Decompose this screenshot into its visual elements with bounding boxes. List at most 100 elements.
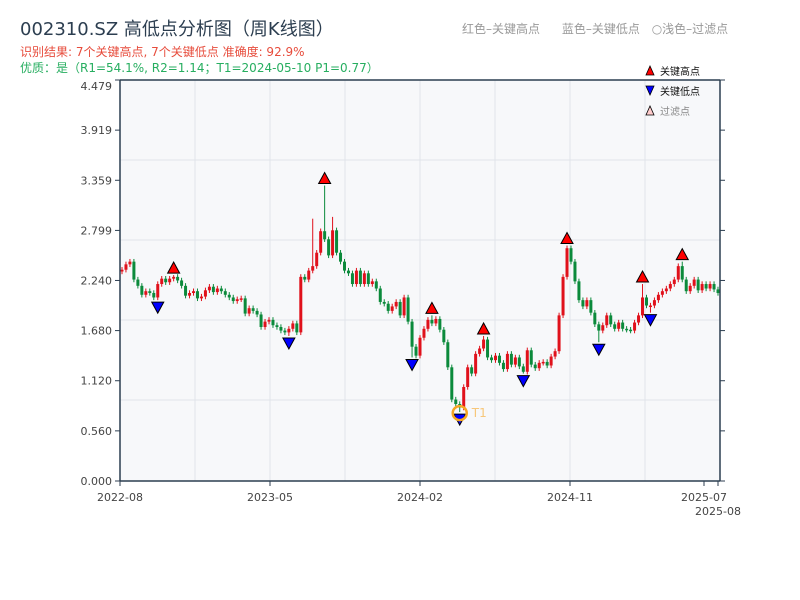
candle-body xyxy=(283,330,287,333)
candle-body xyxy=(466,367,470,387)
candle-body xyxy=(490,357,494,361)
y-tick-label: 2.240 xyxy=(81,274,113,287)
candle-body xyxy=(700,284,704,291)
candle-body xyxy=(410,321,414,347)
candle-body xyxy=(136,279,140,286)
candle-body xyxy=(378,288,382,302)
color-legend-text: 红色–关键高点 蓝色–关键低点 ○浅色–过滤点 xyxy=(462,20,746,37)
candle-body xyxy=(561,276,565,316)
key-high-marker xyxy=(675,247,690,261)
grid xyxy=(120,80,720,481)
candle-body xyxy=(692,279,696,286)
candle-body xyxy=(501,362,505,370)
candle-body xyxy=(239,298,243,300)
candle-body xyxy=(493,355,497,361)
candle-body xyxy=(291,323,295,329)
candle-body xyxy=(132,261,136,280)
candle-body xyxy=(327,239,331,256)
candle-body xyxy=(513,357,517,365)
y-tick-label: 1.120 xyxy=(81,375,113,388)
candle-body xyxy=(581,300,585,307)
candle-body xyxy=(549,356,553,366)
y-tick-label: 3.359 xyxy=(81,174,113,187)
candle-body xyxy=(676,266,680,280)
candle-body xyxy=(621,322,625,329)
candle-body xyxy=(382,301,386,304)
candle-body xyxy=(613,324,617,329)
candle-body xyxy=(478,348,482,354)
key-high-marker xyxy=(425,301,439,314)
candle-body xyxy=(684,279,688,292)
y-tick-label: 2.799 xyxy=(81,224,113,237)
legend-label: 过滤点 xyxy=(660,105,690,118)
candle-body xyxy=(211,286,215,293)
candle-body xyxy=(402,297,406,316)
candle-body xyxy=(605,315,609,326)
candle-body xyxy=(184,285,188,296)
candle-body xyxy=(688,285,692,292)
candle-body xyxy=(343,261,347,271)
candle-body xyxy=(267,319,271,322)
candle-body xyxy=(629,329,633,332)
y-tick-label: 0.560 xyxy=(81,425,113,438)
candle-body xyxy=(172,276,176,279)
candle-body xyxy=(279,327,283,331)
candle-body xyxy=(430,319,434,324)
markers: T1 xyxy=(150,171,690,427)
axes: 0.000 0.560 1.120 1.680 2.240 2.799 3.359 3.919… xyxy=(81,79,741,518)
candle-body xyxy=(152,292,156,298)
legend-label: 关键低点 xyxy=(660,85,700,98)
candle-body xyxy=(589,300,593,313)
candle-body xyxy=(593,312,597,325)
key-high-marker xyxy=(317,171,332,185)
candle-body xyxy=(259,314,263,328)
candle-body xyxy=(664,288,668,292)
candle-body xyxy=(255,310,259,315)
candle-body xyxy=(199,296,203,299)
candle-body xyxy=(696,279,700,291)
candle-body xyxy=(617,322,621,329)
candle-body xyxy=(573,261,577,282)
candle-body xyxy=(120,269,124,272)
candle-body xyxy=(231,297,235,302)
candle-body xyxy=(251,308,255,311)
candle-body xyxy=(307,270,311,280)
candle-body xyxy=(235,299,239,302)
chart-title: 002310.SZ 高低点分析图（周K线图） xyxy=(20,19,334,40)
candle-body xyxy=(295,323,299,333)
y-tick-label: 0.000 xyxy=(81,475,113,488)
candle-body xyxy=(247,308,251,314)
candle-body xyxy=(426,319,430,329)
candle-body xyxy=(366,273,370,285)
result-summary: 识别结果: 7个关键高点, 7个关键低点 准确度: 92.9% xyxy=(20,45,305,59)
candle-body xyxy=(450,367,454,400)
candle-body xyxy=(156,284,160,298)
key-low-marker xyxy=(405,358,419,372)
candle-body xyxy=(315,252,319,267)
quality-summary: 优质：是（R1=54.1%, R2=1.14；T1=2024-05-10 P1=… xyxy=(20,61,379,75)
x-tick-label: 2022-08 xyxy=(97,491,143,504)
candle-body xyxy=(597,324,601,331)
key-high-marker xyxy=(166,261,181,274)
candle-body xyxy=(704,284,708,289)
candle-body xyxy=(180,280,184,286)
candle-body xyxy=(641,297,645,316)
candle-body xyxy=(207,286,211,291)
candle-body xyxy=(215,288,219,293)
candle-body xyxy=(203,290,207,297)
key-low-marker xyxy=(643,314,658,327)
candle-body xyxy=(668,284,672,289)
candle-body xyxy=(470,367,474,374)
candle-body xyxy=(462,386,466,408)
x-tick-label: 2024-02 xyxy=(397,491,443,504)
candle-body xyxy=(505,353,509,370)
candle-body xyxy=(482,339,486,349)
candle-body xyxy=(545,361,549,366)
y-tick-label: 4.479 xyxy=(81,80,113,93)
candle-body xyxy=(541,361,545,364)
candle-body xyxy=(335,230,339,253)
legend-filtered-icon xyxy=(645,105,655,116)
candle-body xyxy=(680,266,684,280)
candle-body xyxy=(434,318,438,324)
